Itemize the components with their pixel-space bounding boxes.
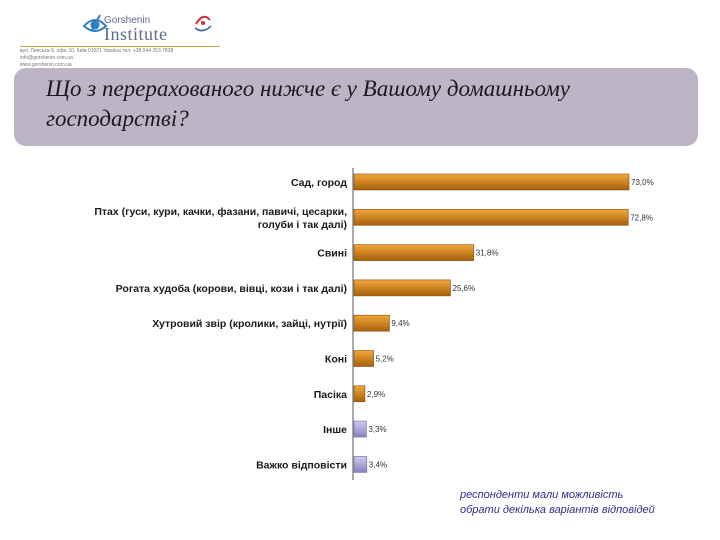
- data-label: 3,3%: [368, 425, 386, 434]
- bar-chart: 73,0% Сад, город 72,8% Птах (гуси, кури, ка…: [94, 168, 654, 480]
- category-label: Хутровий звір (кролики, зайці, нутрії): [152, 318, 347, 330]
- logo-big-text: Institute: [104, 24, 168, 44]
- footnote-line: респонденти мали можливість: [460, 489, 624, 501]
- eye-logo-icon: [82, 14, 108, 32]
- category-label: Свині: [317, 248, 347, 260]
- bar: [353, 314, 390, 332]
- footnote-line: обрати декілька варіантів відповідей: [460, 504, 655, 516]
- data-label: 73,0%: [631, 178, 654, 187]
- header: Gorshenin Institute вул. Липська 9, офіс…: [0, 0, 720, 69]
- footnote: респонденти мали можливість обрати декіл…: [460, 488, 710, 518]
- logo-small-text: Gorshenin: [104, 15, 151, 26]
- question-title: Що з перерахованого нижче є у Вашому дом…: [46, 76, 571, 131]
- address-line: вул. Липська 9, офіс 10, Київ 01021 Укра…: [20, 48, 174, 61]
- category-label: Пасіка: [314, 389, 347, 401]
- bar: [353, 279, 451, 297]
- category-label: голуби і так далі): [258, 219, 347, 231]
- logo: Gorshenin Institute: [82, 10, 192, 46]
- category-label: Важко відповісти: [256, 459, 347, 471]
- address-block: вул. Липська 9, офіс 10, Київ 01021 Укра…: [20, 46, 220, 69]
- data-label: 72,8%: [630, 213, 653, 222]
- category-label: Сад, город: [291, 177, 347, 189]
- data-label: 25,6%: [452, 284, 475, 293]
- bar: [353, 385, 366, 403]
- bar: [353, 456, 368, 473]
- data-label: 3,4%: [369, 460, 387, 469]
- bar: [353, 350, 374, 367]
- data-label: 2,9%: [367, 390, 385, 399]
- category-label: Птах (гуси, кури, качки, фазани, павичі,…: [94, 206, 347, 218]
- bar: [353, 420, 367, 438]
- category-label: Інше: [323, 424, 347, 436]
- category-label: Коні: [325, 354, 347, 366]
- data-label: 5,2%: [376, 355, 394, 364]
- data-label: 9,4%: [391, 319, 409, 328]
- question-banner: Що з перерахованого нижче є у Вашому дом…: [14, 68, 698, 146]
- emblem-icon: [194, 15, 212, 32]
- category-label: Рогата худоба (корови, вівці, кози і так…: [116, 283, 347, 295]
- data-label: 31,8%: [476, 249, 499, 258]
- bar: [353, 208, 629, 226]
- bar: [353, 244, 475, 261]
- bar: [353, 173, 630, 191]
- website-line: www.gorshenin.com.ua: [20, 62, 72, 68]
